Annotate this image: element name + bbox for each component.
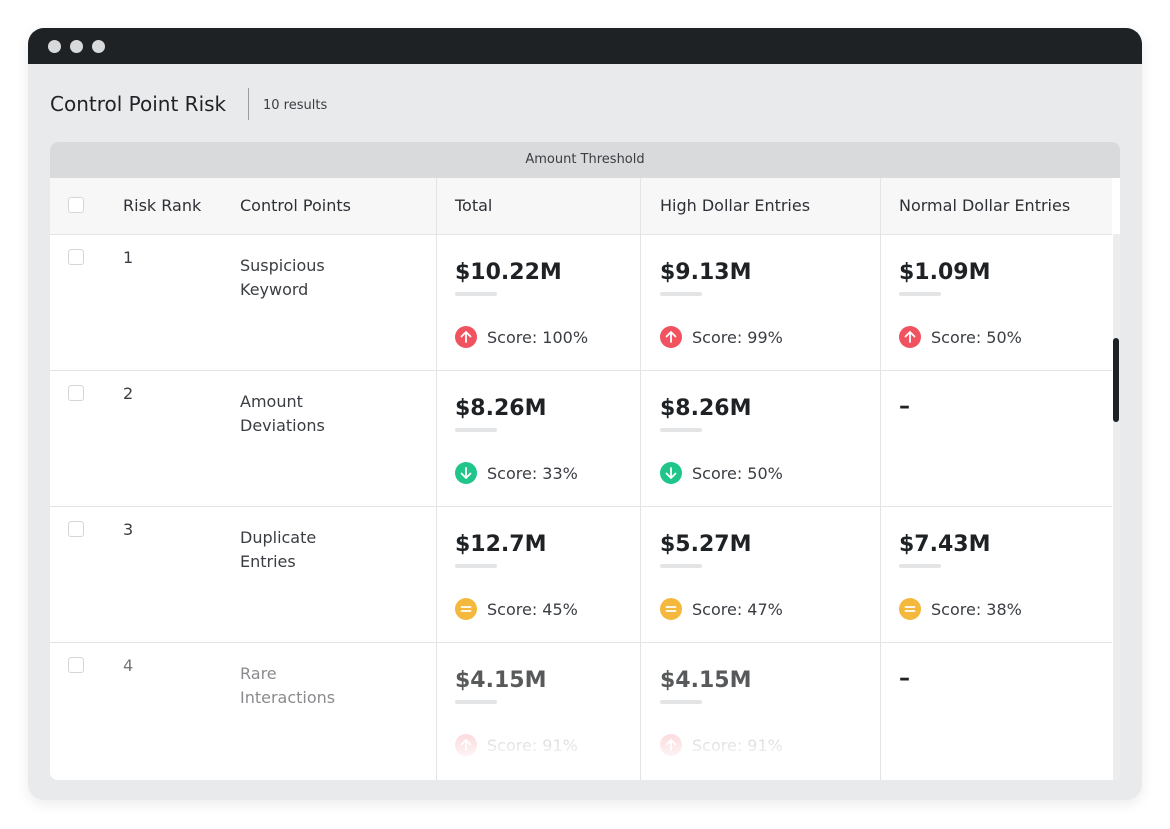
amount-underline (899, 292, 941, 296)
window-dot (70, 40, 83, 53)
control-point: Rare Interactions (240, 664, 336, 707)
separator (248, 88, 249, 120)
control-point: Suspicious Keyword (240, 256, 325, 299)
row-checkbox[interactable] (68, 521, 84, 537)
score-text: Score: 99% (692, 327, 783, 347)
score: Score: 38% (899, 598, 1022, 620)
column-label: Control Points (240, 196, 351, 215)
score-text: Score: 47% (692, 599, 783, 619)
trend-icon (660, 598, 682, 620)
column-divider (436, 178, 437, 780)
column-label: Risk Rank (123, 196, 202, 215)
trend-icon (455, 326, 477, 348)
amount-underline (455, 700, 497, 704)
amount-underline (455, 564, 497, 568)
trend-icon (660, 326, 682, 348)
amount: $5.27M (660, 532, 752, 557)
amount: $7.43M (899, 532, 991, 557)
select-all-checkbox[interactable] (68, 197, 84, 213)
result-count: 10 results (263, 98, 328, 113)
score-text: Score: 45% (487, 599, 578, 619)
score-text: Score: 50% (931, 327, 1022, 347)
column-divider (880, 178, 881, 780)
column-label: Total (455, 196, 493, 215)
row-checkbox[interactable] (68, 385, 84, 401)
trend-icon (455, 598, 477, 620)
group-header: Amount Threshold (50, 142, 1120, 178)
window: Control Point Risk 10 results Amount Thr… (28, 28, 1142, 800)
column-label: Normal Dollar Entries (899, 196, 1071, 215)
amount: $9.13M (660, 260, 752, 285)
row-checkbox[interactable] (68, 657, 84, 673)
row-checkbox[interactable] (68, 249, 84, 265)
amount-underline (455, 292, 497, 296)
amount-underline (660, 428, 702, 432)
column-divider (640, 178, 641, 780)
score-text: Score: 100% (487, 327, 589, 347)
risk-rank: 1 (123, 248, 134, 267)
amount: $8.26M (455, 396, 547, 421)
risk-rank: 2 (123, 384, 134, 403)
score-text: Score: 50% (692, 463, 783, 483)
score: Score: 99% (660, 326, 783, 348)
empty-value: – (899, 666, 910, 691)
amount: $1.09M (899, 260, 991, 285)
amount-underline (660, 700, 702, 704)
trend-icon (455, 462, 477, 484)
window-dot (48, 40, 61, 53)
amount-underline (660, 564, 702, 568)
risk-rank: 4 (123, 656, 134, 675)
score: Score: 50% (899, 326, 1022, 348)
score: Score: 45% (455, 598, 578, 620)
window-bar (28, 28, 1142, 64)
amount: $4.15M (660, 668, 752, 693)
amount: $4.15M (455, 668, 547, 693)
control-point: Amount Deviations (240, 392, 325, 435)
column-label: High Dollar Entries (660, 196, 811, 215)
trend-icon (899, 598, 921, 620)
trend-icon (660, 462, 682, 484)
amount-underline (660, 292, 702, 296)
table: Amount Threshold Risk Rank Control Points… (50, 142, 1120, 780)
amount: $8.26M (660, 396, 752, 421)
table-row: 3 Duplicate Entries $12.7M Score: 45% $5.27M… (50, 506, 1112, 643)
score-text: Score: 33% (487, 463, 578, 483)
risk-rank: 3 (123, 520, 134, 539)
amount: $12.7M (455, 532, 547, 557)
score: Score: 33% (455, 462, 578, 484)
score: Score: 50% (660, 462, 783, 484)
table-row: 1 Suspicious Keyword $10.22M Score: 100% $9.… (50, 234, 1112, 371)
fade (50, 712, 1112, 780)
control-point: Duplicate Entries (240, 528, 317, 571)
trend-icon (899, 326, 921, 348)
window-dot (92, 40, 105, 53)
score-text: Score: 38% (931, 599, 1022, 619)
empty-value: – (899, 394, 910, 419)
scroll-thumb[interactable] (1113, 338, 1119, 422)
amount: $10.22M (455, 260, 562, 285)
score: Score: 100% (455, 326, 588, 348)
score: Score: 47% (660, 598, 783, 620)
amount-underline (455, 428, 497, 432)
table-row: 2 Amount Deviations $8.26M Score: 33% $8.26M… (50, 370, 1112, 507)
amount-underline (899, 564, 941, 568)
column-header: Risk Rank Control Points Total High Dollar … (50, 178, 1112, 235)
scroll-track (1113, 234, 1120, 780)
page-title: Control Point Risk (50, 92, 227, 116)
